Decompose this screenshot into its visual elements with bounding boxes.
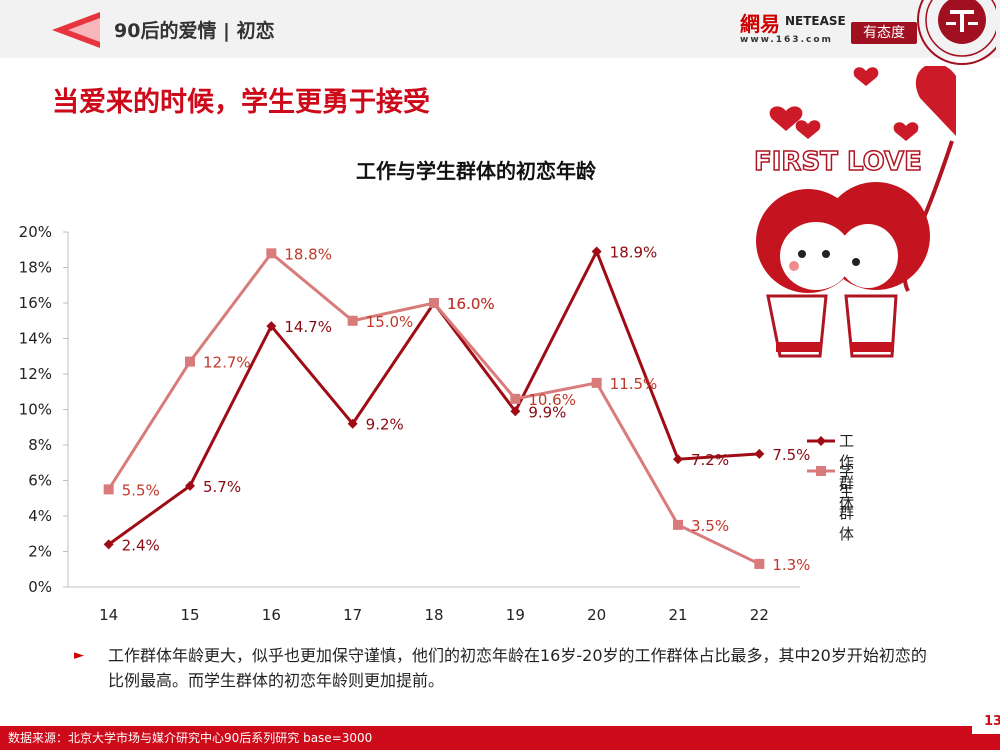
attitude-badge: 有态度 — [851, 22, 917, 44]
y-tick-label: 10% — [19, 401, 52, 419]
data-point-work — [103, 539, 114, 550]
university-seal-icon — [917, 0, 996, 65]
netease-logo-url: www.163.com — [740, 35, 833, 45]
data-point-student — [266, 248, 277, 259]
data-point-work — [510, 406, 521, 417]
data-label: 2.4% — [122, 536, 160, 554]
data-point-student — [103, 484, 114, 495]
y-tick-label: 8% — [28, 436, 52, 454]
x-tick-label: 18 — [424, 606, 443, 624]
header-band — [0, 0, 1000, 58]
data-label: 12.7% — [203, 354, 251, 372]
y-tick-label: 12% — [19, 365, 52, 383]
legend-swatch-student — [807, 466, 835, 476]
first-love-illustration: FIRST LOVE — [753, 66, 956, 358]
data-label: 7.2% — [691, 451, 729, 469]
data-point-student — [591, 377, 602, 388]
chart-title: 工作与学生群体的初恋年龄 — [356, 159, 596, 183]
data-label: 5.5% — [122, 481, 160, 499]
triangle-icon — [52, 12, 100, 48]
footer-source: 数据来源：北京大学市场与媒介研究中心90后系列研究 base=3000 — [8, 731, 373, 745]
x-tick-label: 15 — [180, 606, 199, 624]
legend-swatch-work — [807, 436, 835, 446]
data-point-work — [266, 321, 277, 332]
y-tick-label: 18% — [19, 259, 52, 277]
data-point-work — [754, 448, 765, 459]
x-tick-label: 22 — [750, 606, 769, 624]
data-label: 10.6% — [528, 391, 576, 409]
footer-band — [0, 726, 1000, 750]
x-tick-label: 14 — [99, 606, 118, 624]
data-label: 3.5% — [691, 517, 729, 535]
data-point-work — [185, 480, 195, 491]
data-point-work — [347, 418, 358, 429]
data-point-student — [754, 558, 765, 569]
section-title: 90后的爱情 | 初恋 — [114, 20, 275, 42]
netease-logo-cn: 網易 — [740, 12, 780, 36]
legend-label-work: 工作群体 — [839, 432, 855, 513]
x-tick-label: 21 — [668, 606, 687, 624]
data-label: 14.7% — [284, 318, 332, 336]
first-love-caption: FIRST LOVE — [754, 147, 922, 177]
body-text: 工作群体年龄更大，似乎也更加保守谨慎，他们的初恋年龄在16岁-20岁的工作群体占… — [108, 646, 927, 690]
bullet-arrow-icon: ► — [74, 648, 84, 663]
data-point-student — [347, 315, 358, 326]
x-tick-label: 17 — [343, 606, 362, 624]
netease-logo-en: NETEASE — [785, 14, 846, 28]
y-tick-label: 16% — [19, 294, 52, 312]
headline: 当爱来的时候，学生更勇于接受 — [52, 87, 430, 118]
data-label: 18.9% — [610, 244, 658, 262]
y-tick-label: 4% — [28, 507, 52, 525]
data-label: 9.2% — [366, 416, 404, 434]
legend-label-student: 学生群体 — [839, 462, 855, 543]
y-tick-label: 2% — [28, 543, 52, 561]
data-label: 18.8% — [284, 245, 332, 263]
data-label: 7.5% — [772, 446, 810, 464]
y-tick-label: 0% — [28, 578, 52, 596]
data-point-student — [429, 298, 439, 308]
data-label: 1.3% — [772, 556, 810, 574]
data-label: 15.0% — [366, 313, 414, 331]
data-label: 16.0% — [447, 295, 495, 313]
y-tick-label: 20% — [19, 223, 52, 241]
y-tick-label: 14% — [19, 330, 52, 348]
y-tick-label: 6% — [28, 472, 52, 490]
page-number: 13 — [972, 712, 1000, 734]
data-label: 9.9% — [528, 403, 566, 421]
x-tick-label: 19 — [506, 606, 525, 624]
data-point-student — [510, 393, 521, 404]
line-chart: 0% 2% 4% 6% 8% 10% 12% 14% 16% 18% 20% 14 15 16 17 18 19… — [19, 223, 811, 624]
data-label: 5.7% — [203, 478, 241, 496]
data-point-work — [673, 454, 683, 465]
data-label: 11.5% — [610, 375, 658, 393]
data-label: 16.0% — [447, 295, 495, 313]
data-point-student — [673, 519, 683, 530]
data-point-work — [591, 246, 602, 257]
x-tick-label: 16 — [262, 606, 281, 624]
series-line-0 — [107, 247, 760, 546]
data-point-student — [185, 356, 195, 367]
x-tick-label: 20 — [587, 606, 606, 624]
